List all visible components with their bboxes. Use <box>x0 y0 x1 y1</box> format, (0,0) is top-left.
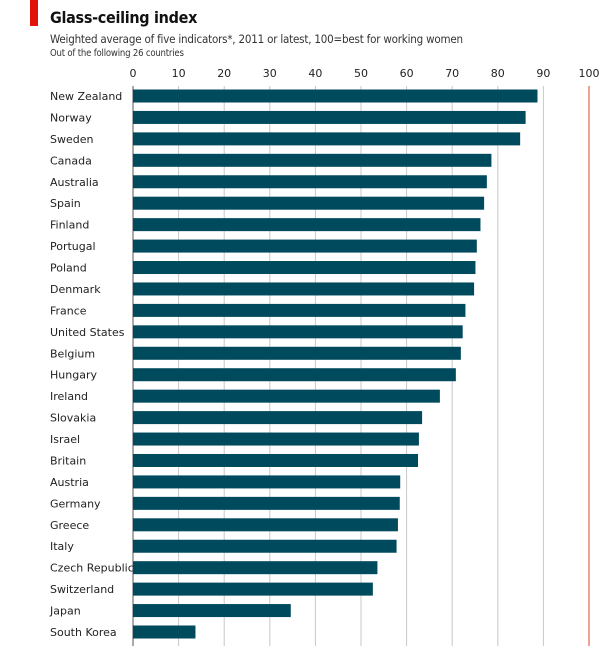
category-label: Denmark <box>50 283 101 296</box>
x-tick-label: 20 <box>217 67 231 80</box>
x-tick-label: 60 <box>400 67 414 80</box>
x-tick-label: 70 <box>445 67 459 80</box>
category-label: Sweden <box>50 133 93 146</box>
x-tick-label: 90 <box>536 67 550 80</box>
category-label: Canada <box>50 154 92 167</box>
bar <box>133 218 481 232</box>
bar <box>133 239 477 253</box>
bar <box>133 411 423 425</box>
bar <box>133 153 492 167</box>
bar <box>133 110 526 124</box>
bar <box>133 261 476 275</box>
category-label: Czech Republic <box>50 562 134 575</box>
category-label: Austria <box>50 476 89 489</box>
chart-subtitle: Weighted average of five indicators*, 20… <box>50 32 463 46</box>
category-label: Slovakia <box>50 412 96 425</box>
x-tick-label: 0 <box>130 67 137 80</box>
bar <box>133 453 418 467</box>
bar <box>133 368 456 382</box>
category-label: Israel <box>50 433 80 446</box>
bar <box>133 282 475 296</box>
bar <box>133 518 398 532</box>
chart-title: Glass-ceiling index <box>50 8 198 27</box>
bar <box>133 475 401 489</box>
category-label: Poland <box>50 262 87 275</box>
category-label: United States <box>50 326 125 339</box>
category-label: Switzerland <box>50 583 114 596</box>
bar <box>133 303 466 317</box>
brand-tag <box>30 0 38 26</box>
bar <box>133 389 440 403</box>
bar <box>133 196 485 210</box>
bar <box>133 496 400 510</box>
category-label: Hungary <box>50 369 97 382</box>
category-label: Australia <box>50 176 99 189</box>
bar <box>133 604 291 618</box>
category-label: Ireland <box>50 390 88 403</box>
category-label: Japan <box>49 605 81 618</box>
bar <box>133 539 397 553</box>
x-tick-label: 80 <box>491 67 505 80</box>
category-label: Greece <box>50 519 89 532</box>
category-label: Germany <box>50 497 101 510</box>
category-label: Spain <box>50 197 81 210</box>
category-label: South Korea <box>50 626 117 639</box>
x-tick-label: 50 <box>354 67 368 80</box>
category-label: New Zealand <box>50 90 122 103</box>
category-label: Belgium <box>50 347 95 360</box>
bar <box>133 325 463 339</box>
bar <box>133 346 461 360</box>
category-label: Britain <box>50 454 86 467</box>
bar <box>133 175 487 189</box>
bar <box>133 89 538 103</box>
chart-note: Out of the following 26 countries <box>50 48 184 59</box>
bar <box>133 582 373 596</box>
bar <box>133 132 521 146</box>
category-label: Portugal <box>50 240 96 253</box>
x-tick-label: 30 <box>263 67 277 80</box>
category-label: Italy <box>50 540 74 553</box>
bar <box>133 432 419 446</box>
category-label: Norway <box>50 111 92 124</box>
category-label: Finland <box>50 219 89 232</box>
x-tick-label: 10 <box>172 67 186 80</box>
bar <box>133 625 196 639</box>
x-tick-label: 40 <box>308 67 322 80</box>
bar <box>133 561 378 575</box>
category-label: France <box>50 304 87 317</box>
x-tick-label: 100 <box>579 67 600 80</box>
